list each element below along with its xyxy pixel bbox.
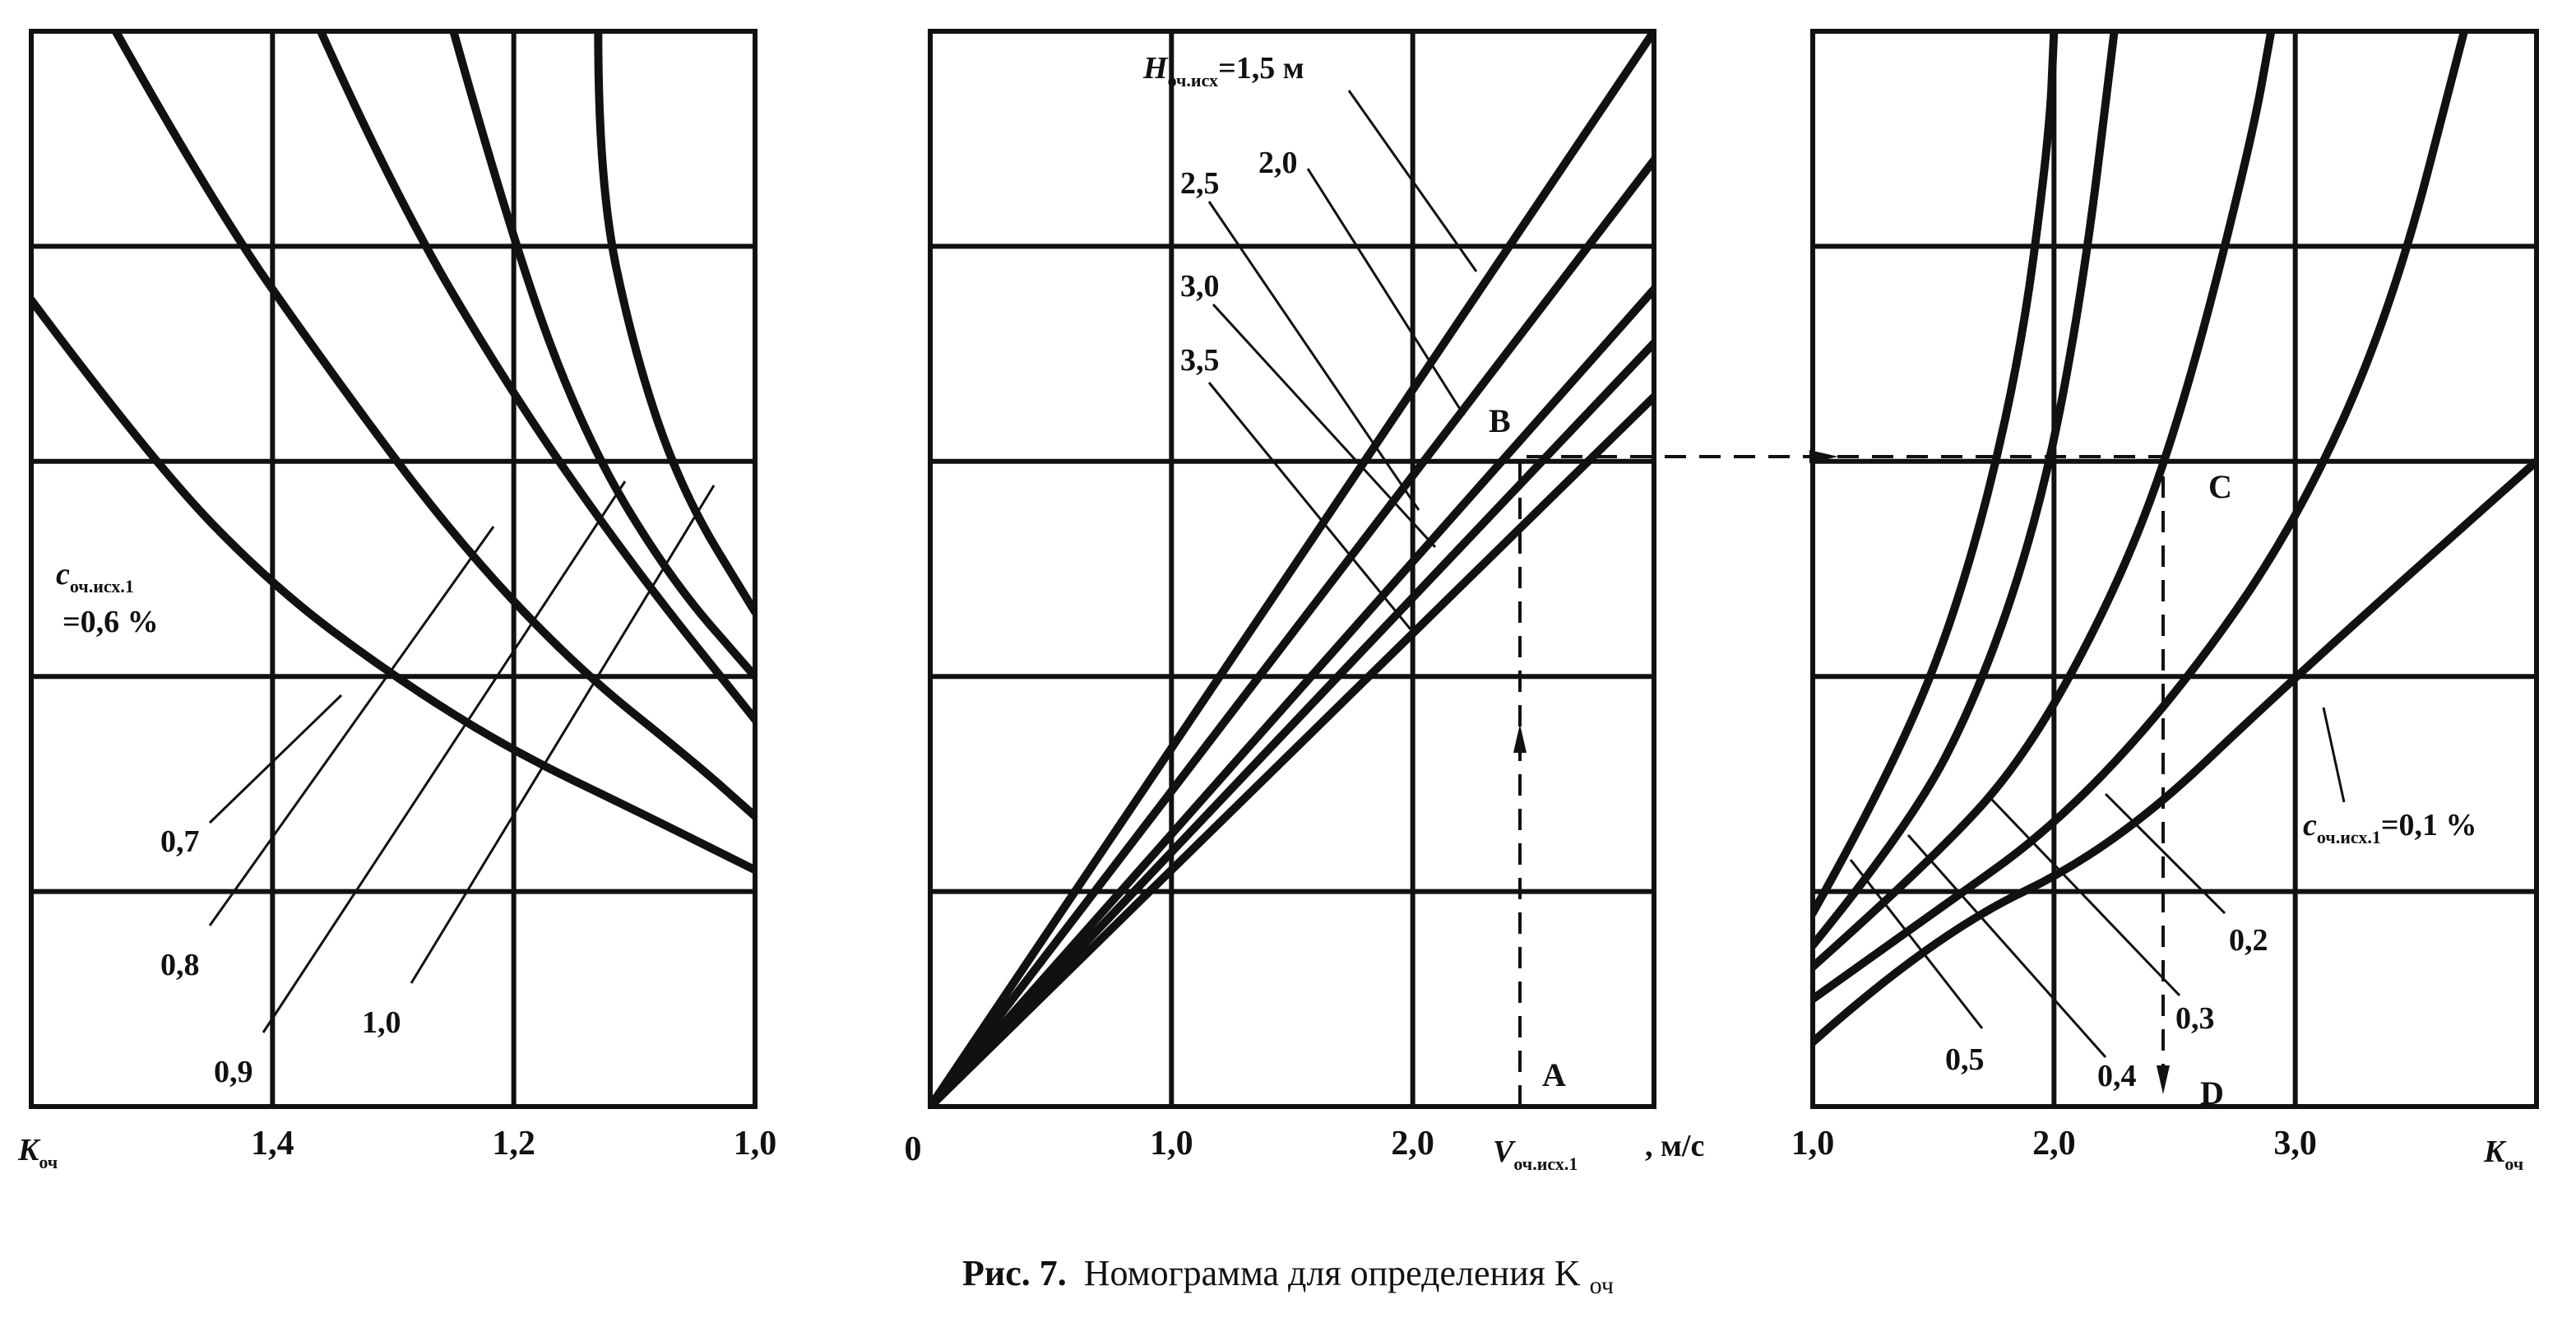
series-label-0,3: 0,3	[2175, 1001, 2215, 1036]
leader-line	[1207, 382, 1412, 630]
arrow-down-icon	[2157, 1065, 2170, 1094]
series-label-0,7: 0,7	[160, 824, 200, 859]
series-curve-0,2	[1813, 31, 2468, 1004]
series-curve-1,5	[930, 31, 1654, 1107]
series-label-0,4: 0,4	[2097, 1059, 2137, 1093]
figure-caption: Рис. 7. Номограмма для определения K оч	[962, 1253, 1614, 1299]
x-tick-label: 1,2	[492, 1125, 535, 1163]
series-curve-1,0	[594, 31, 755, 616]
origin-label: 0	[905, 1130, 922, 1168]
series-curve-2,5	[930, 285, 1654, 1107]
series-curve-0,9	[449, 31, 755, 681]
series-label-3,0: 3,0	[1180, 269, 1220, 304]
right-frame	[1810, 29, 2539, 1109]
x-tick-label: 3,0	[2273, 1125, 2317, 1163]
x-tick-label: 1,0	[1150, 1125, 1193, 1163]
x-tick-label: 2,0	[1391, 1125, 1434, 1163]
leader-line	[1907, 834, 2107, 1058]
leader-line	[208, 526, 495, 926]
point-label-C: C	[2208, 468, 2232, 505]
x-axis-label: Vоч.исх.1	[1493, 1135, 1578, 1174]
series-curve-0,1	[1813, 457, 2537, 1047]
series-label-2,0: 2,0	[1258, 146, 1298, 180]
caption-prefix: Рис. 7.	[962, 1253, 1067, 1293]
leader-line	[1989, 796, 2181, 997]
series-label-value: =0,6 %	[63, 605, 159, 639]
leader-line	[410, 485, 716, 984]
point-label-A: A	[1542, 1056, 1566, 1093]
series-label-3,5: 3,5	[1180, 343, 1220, 378]
series-curve-0,5	[1813, 31, 2059, 917]
leader-line	[1347, 90, 1478, 272]
series-curve-0,6	[31, 295, 755, 875]
connector-lines	[1513, 450, 2170, 1107]
series-label-main: cоч.исх.1=0,1 %	[2303, 808, 2477, 847]
leader-line	[2104, 792, 2226, 915]
point-label-D: D	[2200, 1074, 2224, 1111]
leader-line	[1849, 859, 1984, 1029]
leader-line	[262, 480, 627, 1033]
caption-sub: оч	[1590, 1272, 1614, 1299]
series-curve-3,5	[930, 392, 1654, 1107]
construction-path	[1518, 455, 2165, 1107]
arrow-up-icon	[1513, 724, 1527, 753]
series-curve-0,8	[317, 31, 755, 724]
leader-line	[2322, 707, 2346, 803]
series-label-main: cоч.исх.1	[56, 557, 134, 596]
series-label-0,5: 0,5	[1945, 1042, 1985, 1077]
series-curve-0,7	[111, 31, 755, 821]
x-tick-label: 1,4	[251, 1125, 294, 1163]
x-axis-label: Kоч	[17, 1133, 58, 1172]
x-tick-label: 1,0	[734, 1125, 777, 1163]
caption-text: Номограмма для определения K	[1084, 1253, 1581, 1293]
series-label-0,2: 0,2	[2229, 923, 2268, 958]
series-label-0,8: 0,8	[160, 948, 200, 982]
middle-panel: 1,0 2,0 0 Vоч.исх.1 , м/с Hоч.исх=1,5 м 2,0 2,5…	[905, 29, 1704, 1174]
point-label-B: B	[1489, 402, 1511, 439]
leader-line	[208, 694, 343, 824]
x-tick-label: 2,0	[2032, 1125, 2076, 1163]
series-curve-0,4	[1813, 31, 2119, 949]
leader-line	[1207, 201, 1420, 511]
series-label-1,0: 1,0	[362, 1005, 401, 1040]
series-label-main: Hоч.исх=1,5 м	[1142, 51, 1304, 90]
arrow-right-icon	[1809, 450, 1838, 463]
x-axis-unit: , м/с	[1645, 1129, 1704, 1163]
right-panel: 1,0 2,0 3,0 Kоч cоч.исх.1=0,1 % 0,2 0,3 0,4 0,5 C…	[1791, 29, 2539, 1174]
series-curve-2,0	[930, 155, 1654, 1107]
series-curve-0,3	[1813, 31, 2276, 972]
x-axis-label: Kоч	[2483, 1135, 2523, 1174]
series-label-0,9: 0,9	[214, 1055, 253, 1089]
series-curve-3,0	[930, 339, 1654, 1107]
leader-line	[1212, 303, 1437, 549]
series-label-2,5: 2,5	[1180, 166, 1220, 201]
leader-line	[1306, 168, 1466, 416]
x-tick-label: 1,0	[1791, 1125, 1835, 1163]
left-panel: 1,4 1,2 1,0 Kоч cоч.исх.1 =0,6 % 0,7 0,8 0,9 1,0	[17, 29, 777, 1172]
